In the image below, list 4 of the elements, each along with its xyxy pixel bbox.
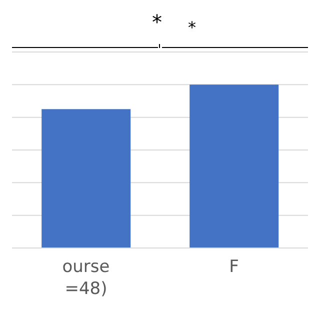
text: * [152,10,162,34]
x-tick-label: F [229,257,239,277]
text: * [188,18,196,37]
x-tick-label: ourse =48) [62,257,110,299]
